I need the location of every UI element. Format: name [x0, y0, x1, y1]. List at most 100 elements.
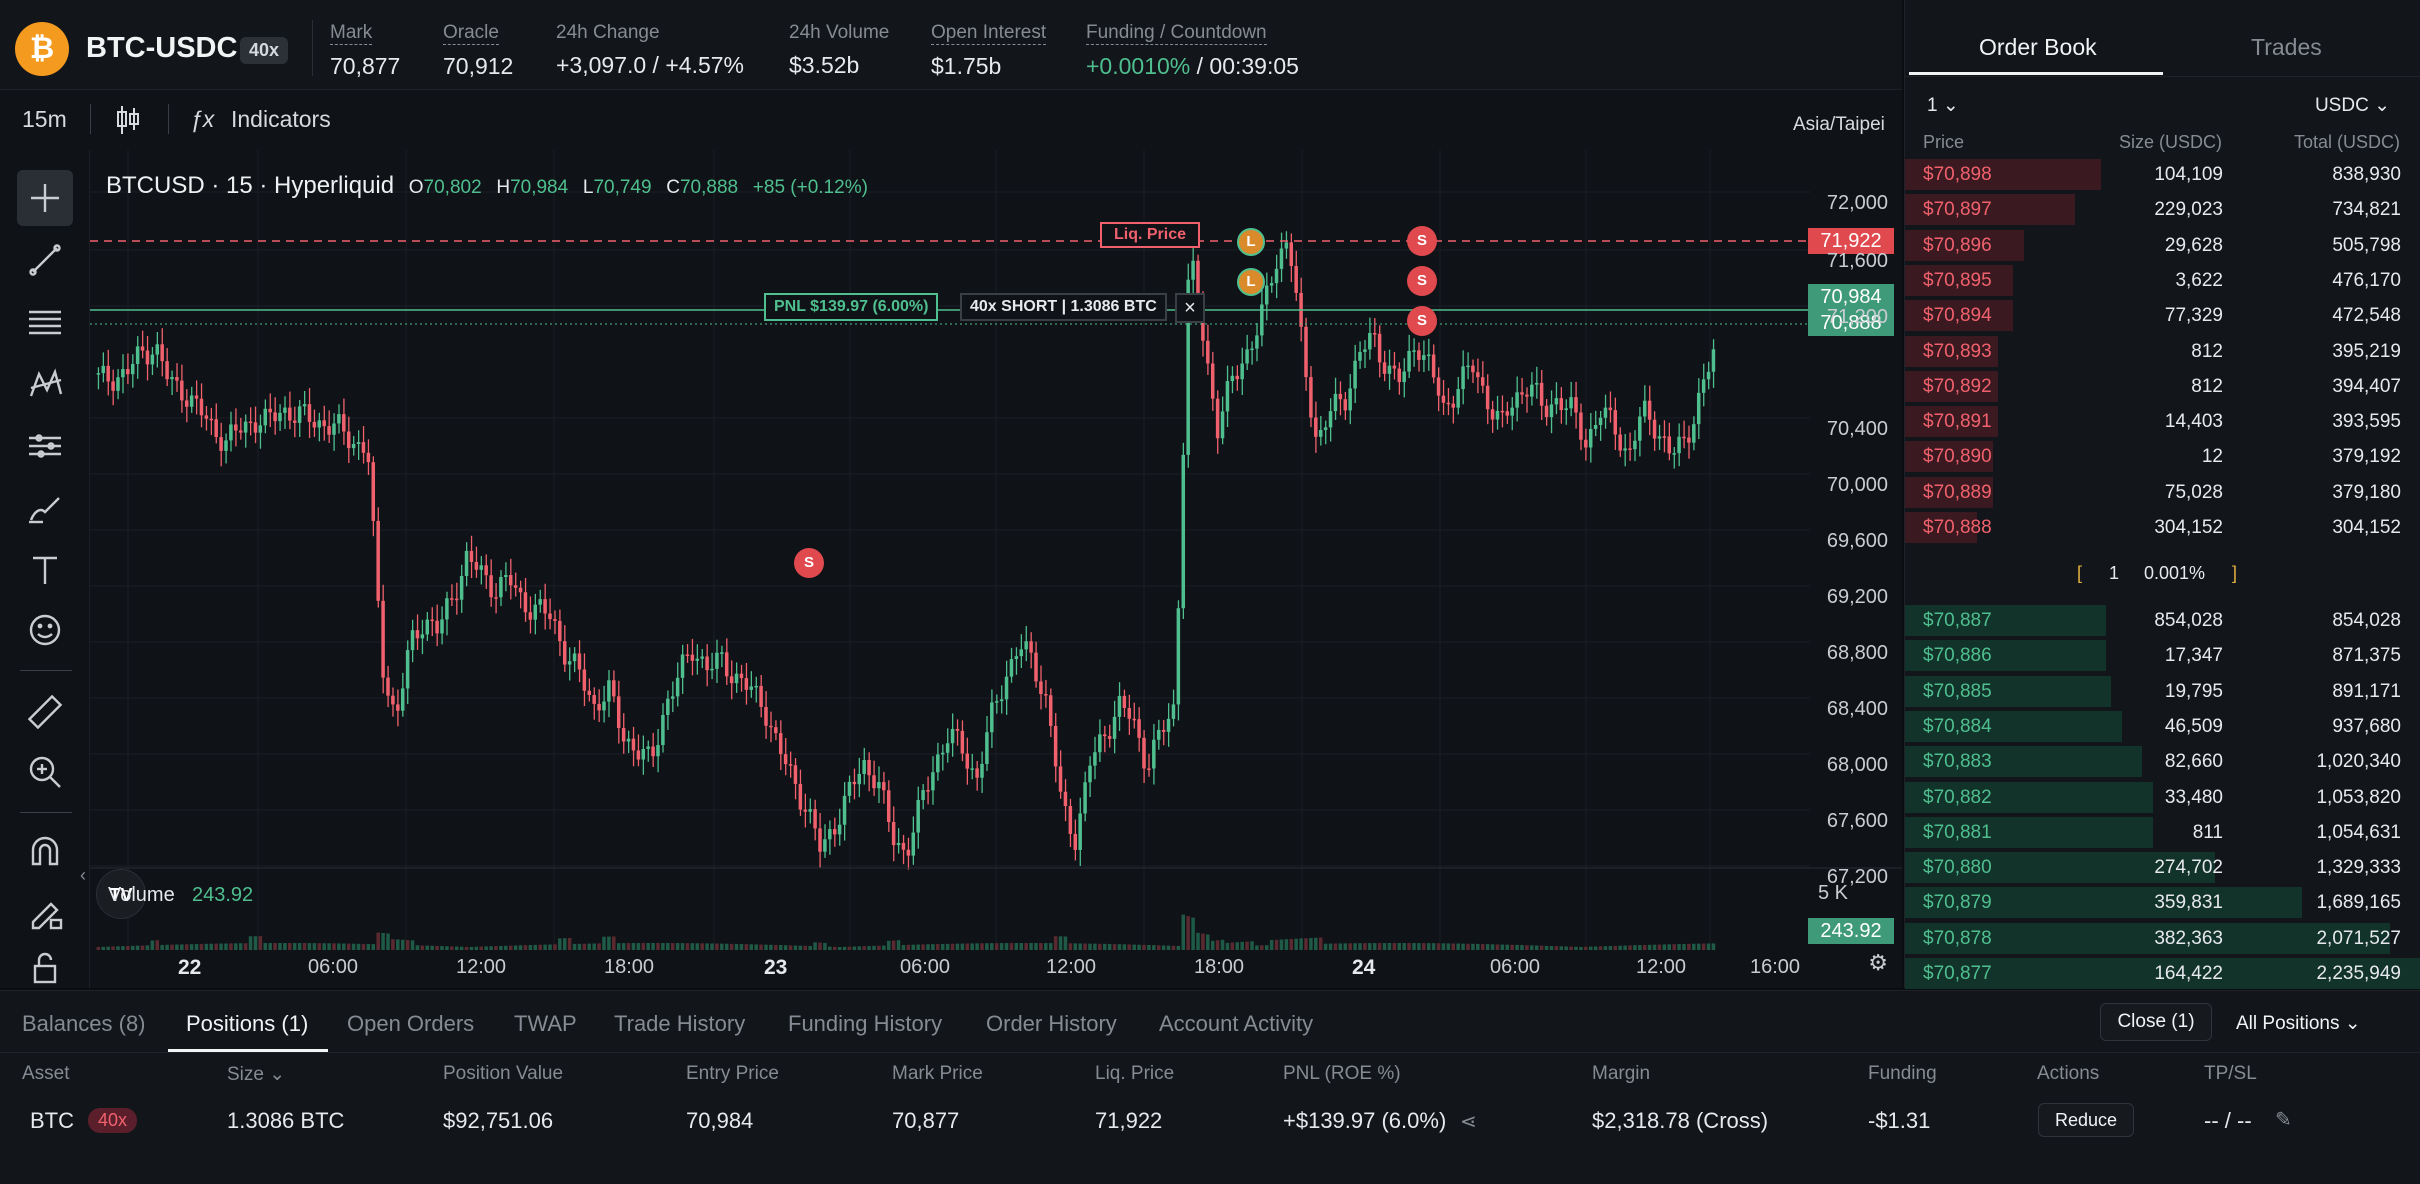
tab-funding-history[interactable]: Funding History [788, 1011, 943, 1036]
tab-positions[interactable]: Positions (1) [186, 1011, 309, 1036]
ask-row[interactable]: $70,890 12 379,192 [1905, 439, 2420, 474]
bid-row[interactable]: $70,877 164,422 2,235,949 [1905, 956, 2420, 991]
bid-row[interactable]: $70,883 82,660 1,020,340 [1905, 744, 2420, 779]
volume-bar [1142, 944, 1146, 950]
ask-row[interactable]: $70,893 812 395,219 [1905, 334, 2420, 369]
emoji-icon[interactable] [17, 602, 73, 658]
ask-row[interactable]: $70,896 29,628 505,798 [1905, 228, 2420, 263]
price-chart[interactable]: BTCUSD · 15 · Hyperliquid O70,802 H70,98… [80, 150, 1902, 988]
lock-icon[interactable] [17, 940, 73, 996]
tab-account-activity[interactable]: Account Activity [1159, 1011, 1314, 1036]
chart-settings-icon[interactable]: ⚙ [1868, 950, 1888, 975]
size-column-header[interactable]: Size ⌄ [227, 1063, 285, 1086]
position-label[interactable]: 40x SHORT | 1.3086 BTC [960, 293, 1167, 321]
candle [739, 673, 744, 679]
text-icon[interactable] [17, 542, 73, 598]
ask-row[interactable]: $70,895 3,622 476,170 [1905, 263, 2420, 298]
candle [1579, 412, 1583, 440]
pair-selector[interactable]: BTC-USDC [86, 32, 238, 64]
bid-row[interactable]: $70,887 854,028 854,028 [1905, 603, 2420, 638]
trade-marker-short[interactable]: S [1407, 306, 1437, 336]
ask-row[interactable]: $70,892 812 394,407 [1905, 369, 2420, 404]
position-filter-select[interactable]: All Positions ⌄ [2236, 1012, 2361, 1035]
leverage-badge[interactable]: 40x [240, 37, 289, 64]
ruler-icon[interactable] [17, 684, 73, 740]
volume-bar [1377, 943, 1382, 950]
zoom-in-icon[interactable] [17, 744, 73, 800]
trade-marker-short[interactable]: S [1407, 226, 1437, 256]
candle [1127, 707, 1132, 719]
trade-marker-short[interactable]: S [1407, 266, 1437, 296]
tab-trade-history[interactable]: Trade History [614, 1011, 746, 1036]
bid-row[interactable]: $70,881 811 1,054,631 [1905, 815, 2420, 850]
reduce-button[interactable]: Reduce [2038, 1103, 2134, 1137]
ask-row[interactable]: $70,888 304,152 304,152 [1905, 510, 2420, 545]
pnl-label[interactable]: PNL $139.97 (6.00%) [764, 293, 939, 321]
bid-row[interactable]: $70,885 19,795 891,171 [1905, 674, 2420, 709]
low-label: L [582, 177, 594, 198]
bid-row[interactable]: $70,882 33,480 1,053,820 [1905, 780, 2420, 815]
candle-type-icon[interactable] [114, 104, 142, 141]
volume-bar [592, 943, 596, 950]
collapse-arrow-icon[interactable]: ‹ [80, 865, 86, 885]
trend-line-icon[interactable] [17, 232, 73, 288]
bid-row[interactable]: $70,878 382,363 2,071,527 [1905, 921, 2420, 956]
candle [351, 444, 356, 449]
volume-bar [1525, 945, 1529, 950]
trade-marker-short[interactable]: S [794, 548, 824, 578]
candle [464, 550, 469, 576]
function-icon[interactable]: ƒx [190, 106, 215, 132]
magnet-icon[interactable] [17, 824, 73, 880]
tab-trades[interactable]: Trades [2251, 34, 2322, 60]
candle [759, 685, 763, 707]
tab-order-history[interactable]: Order History [986, 1011, 1117, 1036]
edit-pencil-icon[interactable]: ✎ [2275, 1109, 2292, 1131]
bid-row[interactable]: $70,879 359,831 1,689,165 [1905, 885, 2420, 920]
share-icon[interactable]: ⋖ [1460, 1111, 1477, 1133]
volume-bar [587, 943, 592, 950]
ask-row[interactable]: $70,889 75,028 379,180 [1905, 475, 2420, 510]
pattern-icon[interactable] [17, 356, 73, 412]
ask-row[interactable]: $70,894 77,329 472,548 [1905, 298, 2420, 333]
grouping-select[interactable]: 1 ⌄ [1927, 94, 1959, 117]
volume-bar [204, 943, 209, 950]
margin-cell[interactable]: $2,318.78 (Cross) [1592, 1108, 1769, 1133]
brush-icon[interactable] [17, 480, 73, 536]
toolbar-divider [90, 104, 91, 134]
fib-retracement-icon[interactable] [17, 294, 73, 350]
lock-drawing-icon[interactable] [17, 884, 73, 940]
tab-balances[interactable]: Balances (8) [22, 1011, 146, 1036]
ask-row[interactable]: $70,897 229,023 734,821 [1905, 192, 2420, 227]
volume-bar [1029, 943, 1033, 950]
close-position-icon[interactable]: × [1175, 293, 1205, 323]
candle [1564, 408, 1568, 411]
ask-row[interactable]: $70,891 14,403 393,595 [1905, 404, 2420, 439]
tab-open-orders[interactable]: Open Orders [347, 1011, 475, 1036]
trade-marker-long[interactable]: L [1237, 268, 1265, 296]
candle [882, 782, 886, 791]
bid-row[interactable]: $70,884 46,509 937,680 [1905, 709, 2420, 744]
asset-cell[interactable]: BTC [30, 1108, 74, 1133]
volume-bar [710, 943, 714, 950]
timezone-label[interactable]: Asia/Taipei [1793, 114, 1885, 135]
ask-row[interactable]: $70,898 104,109 838,930 [1905, 157, 2420, 192]
forecast-icon[interactable] [17, 418, 73, 474]
candle [548, 613, 552, 620]
volume-bar [302, 943, 307, 950]
indicators-button[interactable]: Indicators [231, 106, 331, 132]
volume-bar [1073, 943, 1078, 950]
unit-select[interactable]: USDC ⌄ [2315, 94, 2390, 117]
interval-button[interactable]: 15m [22, 106, 67, 132]
bid-row[interactable]: $70,886 17,347 871,375 [1905, 638, 2420, 673]
volume-bar [283, 943, 287, 950]
bid-row[interactable]: $70,880 274,702 1,329,333 [1905, 850, 2420, 885]
volume-bar [180, 944, 184, 950]
tab-twap[interactable]: TWAP [514, 1011, 577, 1036]
candle [1657, 436, 1662, 439]
volume-bar [1323, 943, 1328, 950]
trade-marker-long[interactable]: L [1237, 228, 1265, 256]
close-all-button[interactable]: Close (1) [2100, 1003, 2212, 1041]
chart-canvas[interactable] [90, 150, 1902, 988]
tab-order-book[interactable]: Order Book [1979, 34, 2097, 60]
crosshair-icon[interactable] [17, 170, 73, 226]
